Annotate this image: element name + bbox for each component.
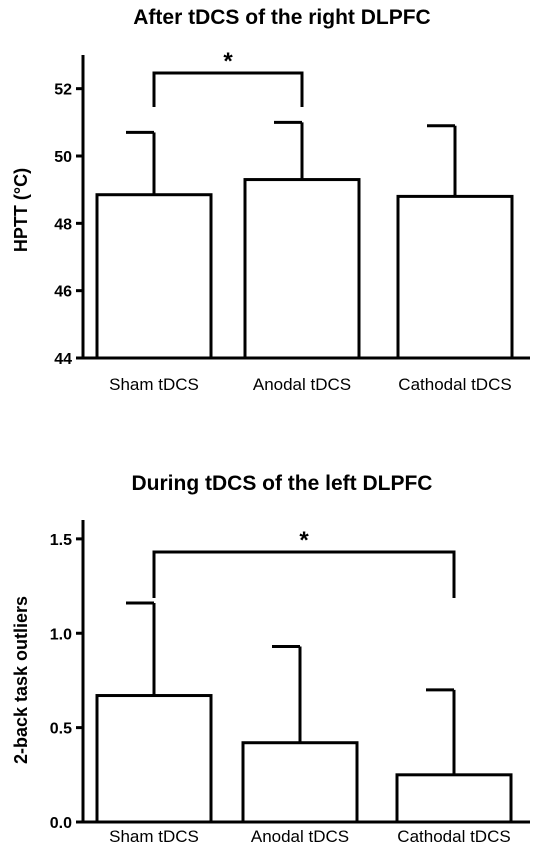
- bottom-chart-y-tick-label: 0.0: [50, 815, 72, 832]
- bottom-chart-category-label: Sham tDCS: [109, 827, 199, 846]
- bottom-chart-y-tick-label: 1.5: [50, 532, 72, 549]
- bottom-chart-plot-area: 0.0 0.5 1.0 1.5 Sham tDCS Anodal tDCS Cathodal…: [50, 520, 530, 846]
- bottom-chart-bar: [95, 694, 213, 824]
- top-chart-category-label: Cathodal tDCS: [398, 375, 511, 394]
- bottom-chart-y-axis-label: 2-back task outliers: [11, 596, 31, 764]
- top-chart-bar: [396, 194, 514, 360]
- top-chart-y-tick-label: 44: [54, 351, 72, 368]
- bottom-chart-y-tick-label: 1.0: [50, 626, 72, 643]
- bottom-chart-bar: [395, 773, 513, 824]
- bottom-chart-significance-bracket: [152, 550, 456, 598]
- top-chart-category-label: Sham tDCS: [109, 375, 199, 394]
- top-chart-bar: [243, 178, 361, 360]
- top-chart-significance-bracket: [152, 71, 304, 107]
- top-chart-y-tick-label: 50: [54, 149, 72, 166]
- bottom-chart-panel: During tDCS of the left DLPFC 2-back tas…: [11, 472, 530, 846]
- top-chart-bar: [95, 193, 213, 360]
- bottom-chart-category-label: Cathodal tDCS: [397, 827, 510, 846]
- top-chart-title: After tDCS of the right DLPFC: [133, 6, 430, 29]
- top-chart-y-tick-label: 52: [54, 82, 72, 99]
- bottom-chart-significance-marker: *: [299, 527, 309, 554]
- top-chart-category-label: Anodal tDCS: [253, 375, 351, 394]
- top-chart-panel: After tDCS of the right DLPFC HPTT (°C) …: [11, 6, 530, 394]
- top-chart-significance-marker: *: [223, 48, 233, 75]
- bottom-chart-title: During tDCS of the left DLPFC: [132, 472, 433, 495]
- bottom-chart-y-tick-label: 0.5: [50, 721, 72, 738]
- top-chart-y-tick-label: 48: [54, 216, 72, 233]
- top-chart-y-axis-label: HPTT (°C): [11, 168, 31, 252]
- bottom-chart-bar: [241, 741, 359, 824]
- bottom-chart-category-label: Anodal tDCS: [251, 827, 349, 846]
- top-chart-plot-area: 44 46 48 50 52 Sham tDCS Anodal tDCS Cathodal t…: [54, 48, 530, 394]
- top-chart-y-tick-label: 46: [54, 284, 72, 301]
